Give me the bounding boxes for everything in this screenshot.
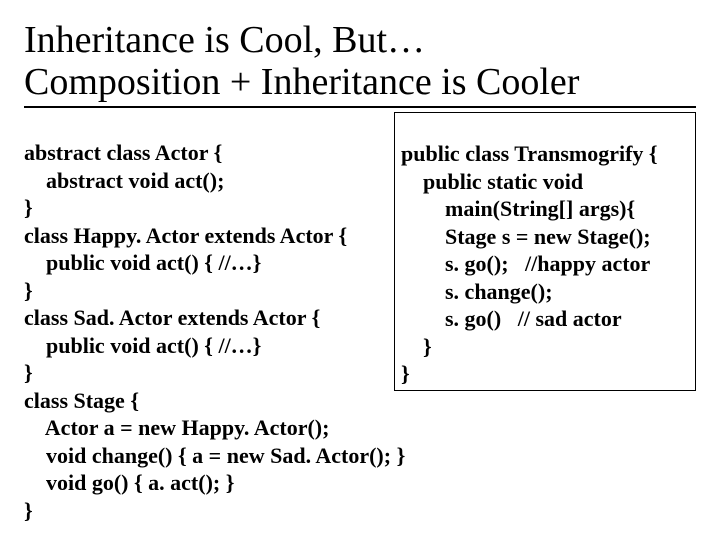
- code-line: public void act() { //…}: [24, 333, 261, 358]
- code-line: }: [24, 498, 33, 523]
- code-line: }: [401, 334, 432, 359]
- code-line: Stage s = new Stage();: [401, 224, 651, 249]
- code-line: s. go(); //happy actor: [401, 251, 650, 276]
- code-line: main(String[] args){: [401, 196, 635, 221]
- content-area: abstract class Actor { abstract void act…: [24, 112, 696, 525]
- title-line-2: Composition + Inheritance is Cooler: [24, 61, 579, 103]
- right-code-box: public class Transmogrify { public stati…: [394, 112, 696, 391]
- code-line: Actor a = new Happy. Actor();: [24, 415, 329, 440]
- code-line: class Stage {: [24, 388, 139, 413]
- code-line: s. go() // sad actor: [401, 306, 622, 331]
- code-line: }: [24, 278, 33, 303]
- code-line: abstract void act();: [24, 168, 224, 193]
- code-line: }: [24, 195, 33, 220]
- code-line: void go() { a. act(); }: [24, 470, 234, 495]
- code-line: }: [24, 360, 33, 385]
- code-line: void change() { a = new Sad. Actor(); }: [24, 443, 405, 468]
- code-line: public void act() { //…}: [24, 250, 261, 275]
- code-line: public class Transmogrify {: [401, 141, 658, 166]
- code-line: class Sad. Actor extends Actor {: [24, 305, 320, 330]
- slide: Inheritance is Cool, But… Composition + …: [0, 0, 720, 540]
- title-line-1: Inheritance is Cool, But…: [24, 19, 425, 61]
- code-line: s. change();: [401, 279, 553, 304]
- code-line: public static void: [401, 169, 583, 194]
- slide-title: Inheritance is Cool, But… Composition + …: [24, 20, 696, 108]
- code-line: }: [401, 361, 410, 386]
- code-line: class Happy. Actor extends Actor {: [24, 223, 347, 248]
- code-line: abstract class Actor {: [24, 140, 222, 165]
